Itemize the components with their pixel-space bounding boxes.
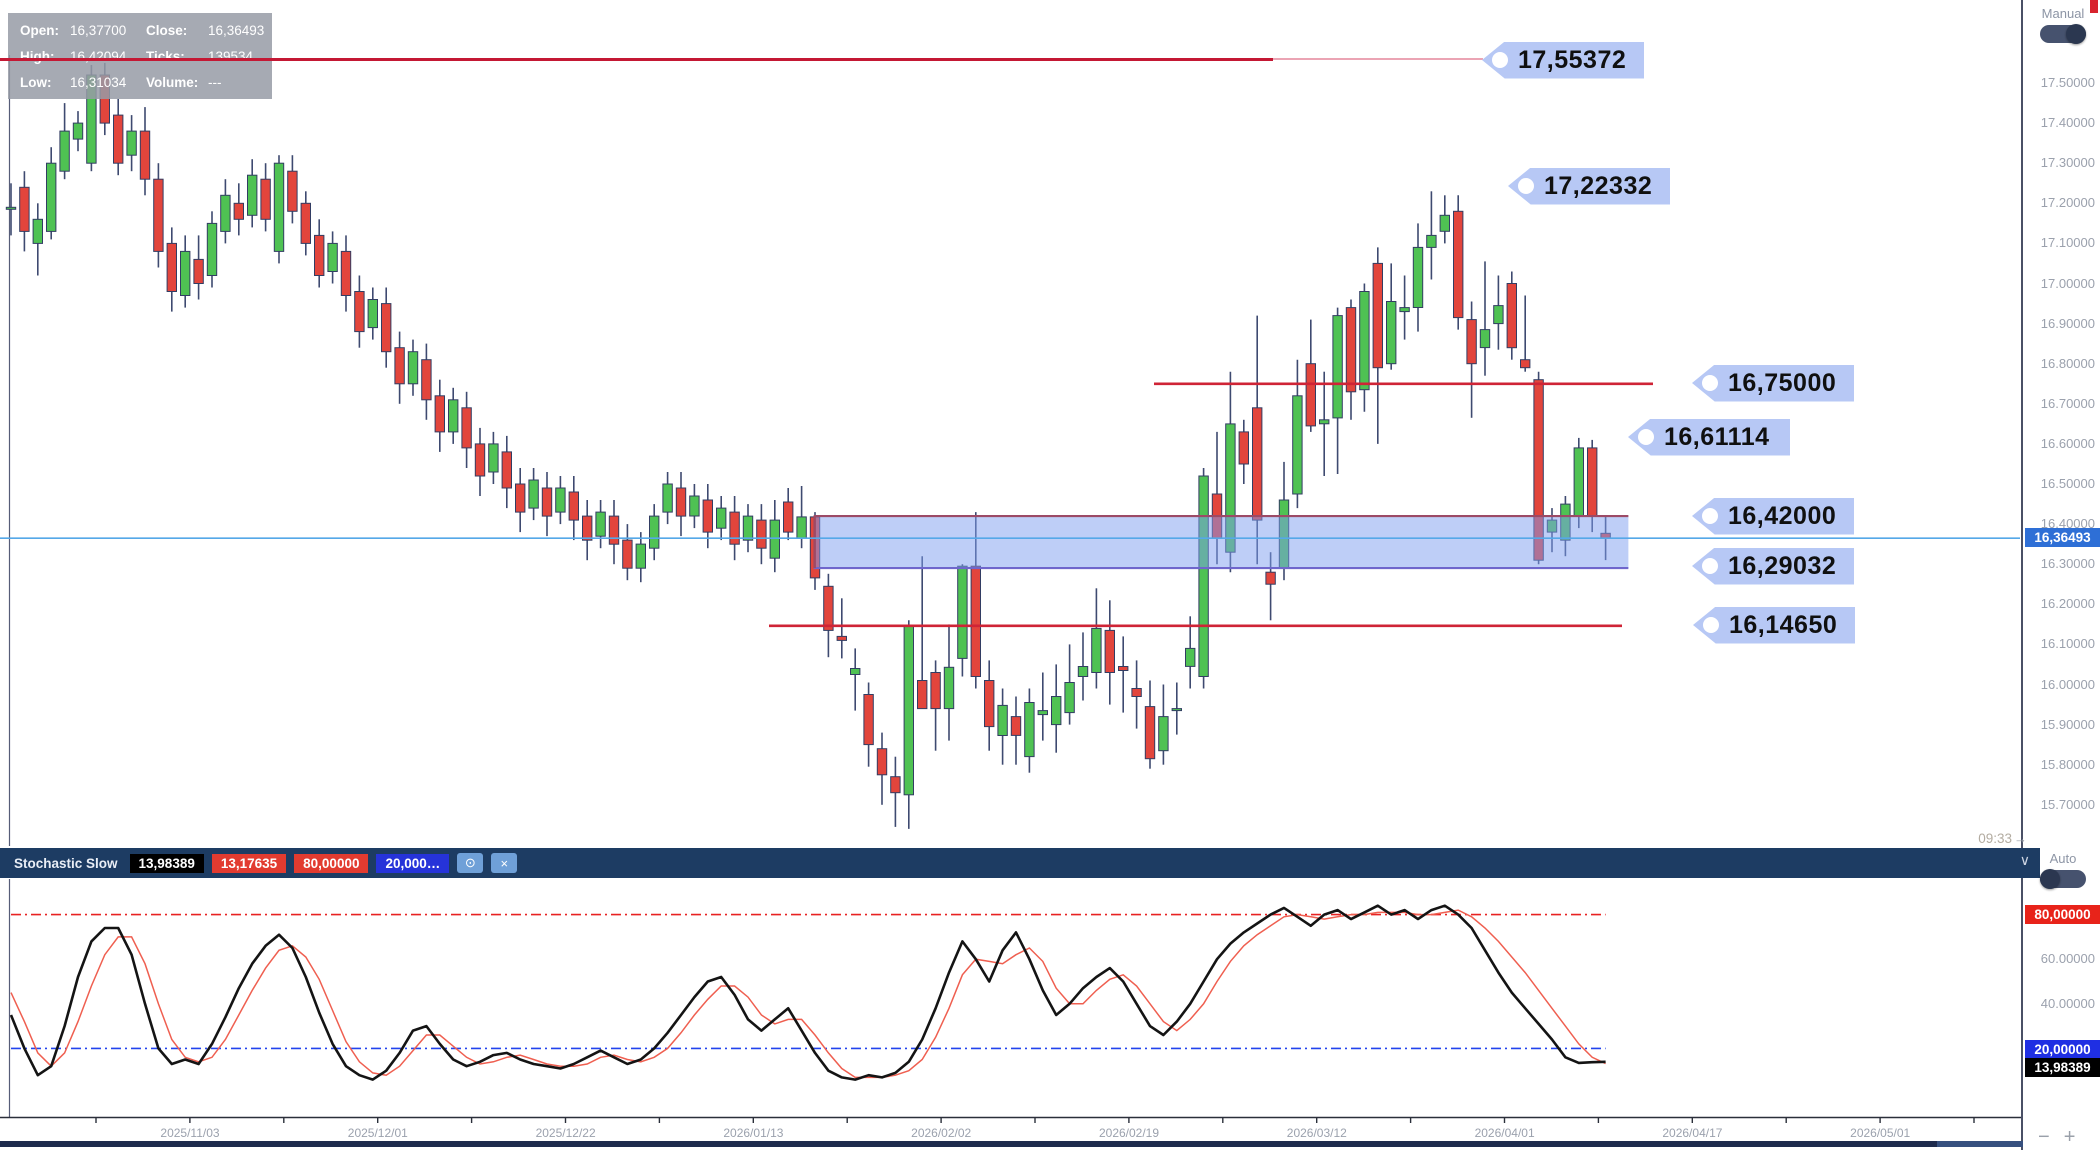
indicator-name: Stochastic Slow	[14, 855, 118, 871]
stoch-axis-tick: 40.00000	[2040, 995, 2095, 1011]
price-tag-label[interactable]: 16,42000	[1692, 497, 1854, 535]
indicator-value-badges: 13,98389 13,17635 80,00000 20,000…	[129, 853, 450, 873]
resistance-line-17-55-extension	[1273, 58, 1483, 60]
open-value: 16,37700	[70, 22, 127, 38]
price-zone-rectangle[interactable]	[813, 514, 1629, 570]
volume-value: ---	[208, 74, 222, 90]
price-axis-tick: 16.70000	[2040, 395, 2095, 411]
horizontal-scrollbar[interactable]	[0, 1141, 2023, 1147]
close-label: Close:	[146, 22, 188, 38]
price-axis-tick: 16.60000	[2040, 435, 2095, 451]
date-axis-label: 2026/03/12	[1286, 1126, 1347, 1140]
price-axis-tick: 15.70000	[2040, 796, 2095, 812]
high-label: High:	[20, 48, 55, 64]
indicator-toolbar: Stochastic Slow 13,98389 13,17635 80,00000…	[0, 848, 2040, 878]
ticks-value: 139534	[208, 48, 254, 64]
price-axis-tick: 16.50000	[2040, 476, 2095, 491]
stoch-main-line	[9, 904, 1606, 1081]
manual-label: Manual	[2041, 6, 2085, 21]
price-axis-tick: 16.90000	[2040, 315, 2095, 331]
indicator-badge: 80,00000	[294, 853, 369, 873]
bar-countdown-timer: 09:33	[1978, 831, 2012, 846]
ohlc-tooltip: Open: 16,37700 Close: 16,36493 High: 16,…	[8, 13, 272, 99]
stoch-current-value-badge: 13,98389	[2025, 1058, 2100, 1077]
date-axis-label: 2026/02/19	[1098, 1126, 1160, 1140]
date-axis-label: 2025/11/03	[160, 1126, 220, 1140]
zoom-out-button[interactable]: −	[2038, 1126, 2050, 1148]
price-axis-tick: 15.80000	[2040, 756, 2095, 772]
price-axis-tick: 16.80000	[2040, 355, 2095, 371]
high-value: 16,42094	[70, 48, 127, 64]
indicator-badge: 13,98389	[129, 853, 204, 873]
date-axis-label: 2025/12/22	[535, 1126, 596, 1140]
indicator-badge: 20,000…	[376, 853, 450, 873]
manual-scale-toggle[interactable]	[2040, 24, 2086, 44]
date-axis-label: 2026/05/01	[1850, 1126, 1911, 1140]
price-axis-tick: 16.20000	[2040, 596, 2095, 612]
price-axis[interactable]: 17.50000 17.40000 17.30000 17.20000 17.10000…	[2021, 0, 2100, 1150]
price-axis-tick: 16.00000	[2040, 676, 2095, 692]
price-axis-tick: 17.20000	[2040, 195, 2095, 211]
close-value: 16,36493	[208, 22, 265, 38]
candles	[5, 62, 1611, 829]
price-tag-label[interactable]: 16,29032	[1692, 547, 1854, 585]
price-axis-tick: 17.00000	[2040, 275, 2095, 291]
stoch-axis-tick: 60.00000	[2040, 951, 2095, 967]
window-corner-marker	[2090, 0, 2098, 13]
price-tag-label[interactable]: 17,55372	[1482, 41, 1644, 79]
price-axis-tick: 17.10000	[2040, 235, 2095, 251]
arrow-right-icon: →	[2014, 831, 2027, 846]
low-value: 16,31034	[70, 74, 127, 90]
stoch-lower-level-badge: 20,00000	[2025, 1040, 2100, 1059]
date-axis-label: 2026/02/02	[911, 1126, 972, 1140]
eye-icon[interactable]: ⊙	[457, 853, 484, 873]
low-label: Low:	[20, 74, 52, 90]
auto-label: Auto	[2049, 851, 2077, 866]
price-axis-tick: 16.30000	[2040, 556, 2095, 572]
date-axis-label: 2025/12/01	[347, 1126, 408, 1140]
date-axis-label: 2026/01/13	[723, 1126, 784, 1140]
date-axis-label: 2026/04/01	[1474, 1126, 1535, 1140]
zoom-in-button[interactable]: +	[2063, 1126, 2076, 1148]
zoom-controls: − +	[2038, 1126, 2098, 1149]
price-tag-label[interactable]: 16,14650	[1693, 606, 1855, 644]
stoch-reference-lines	[11, 913, 1606, 1050]
price-tag-label[interactable]: 16,75000	[1692, 364, 1854, 402]
current-price-badge: 16,36493	[2025, 528, 2100, 547]
manual-scale-toggle-group: Manual	[2030, 6, 2096, 44]
price-axis-tick: 17.40000	[2040, 115, 2095, 131]
toggle-knob	[2066, 24, 2086, 44]
ticks-label: Ticks:	[146, 48, 185, 64]
stoch-signal-line	[10, 909, 1606, 1079]
panel-borders	[0, 55, 2021, 1119]
open-label: Open:	[20, 22, 59, 38]
price-tag-label[interactable]: 17,22332	[1508, 167, 1670, 205]
price-axis-tick: 17.30000	[2040, 155, 2095, 171]
date-axis-ticks	[95, 1117, 1975, 1123]
price-axis-tick: 16.10000	[2040, 636, 2095, 652]
price-axis-tick: 16.40000	[2040, 516, 2095, 532]
indicator-badge: 13,17635	[211, 853, 287, 873]
date-axis-label: 2026/04/17	[1662, 1126, 1723, 1140]
resistance-line-17-55[interactable]	[0, 58, 1273, 61]
stoch-upper-level-badge: 80,00000	[2025, 905, 2100, 924]
price-axis-tick: 17.50000	[2040, 75, 2095, 90]
price-tag-label[interactable]: 16,61114	[1628, 418, 1790, 456]
auto-scale-toggle-group: Auto	[2030, 851, 2096, 889]
close-icon[interactable]: ×	[491, 853, 518, 873]
toggle-knob	[2040, 869, 2060, 889]
volume-label: Volume:	[146, 74, 199, 90]
scrollbar-thumb[interactable]	[1937, 1141, 2023, 1147]
chevron-down-icon[interactable]: ∨	[2019, 852, 2030, 868]
price-axis-tick: 15.90000	[2040, 716, 2095, 732]
auto-scale-toggle[interactable]	[2040, 869, 2086, 889]
